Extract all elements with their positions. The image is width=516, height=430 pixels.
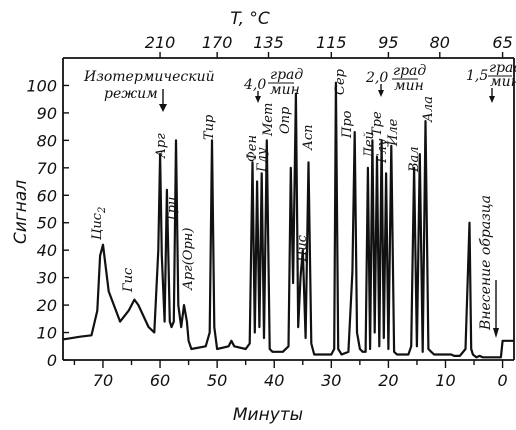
rate-unit-den-3: мин [490, 74, 516, 90]
rate-unit-num-1: град [270, 67, 303, 83]
annotations: Изотермический режим 4,0 град мин 2,0 гр… [83, 60, 516, 338]
peak-label-met: Мет [261, 103, 276, 137]
rate-unit-den-1: мин [270, 82, 300, 98]
rate-label-2: 2,0 [365, 70, 388, 86]
y-tick-label: 80 [37, 131, 57, 150]
x-tick-label: 0 [497, 371, 507, 390]
x-tick-label: 50 [207, 371, 227, 390]
rate-unit-den-2: мин [394, 78, 424, 94]
peak-label-trp: Три [165, 197, 180, 222]
top-tick-label: 80 [430, 33, 450, 52]
peak-label-cys2: Цис2 [90, 207, 108, 240]
rate-arrow-3-icon [489, 88, 495, 103]
y-axis-ticks: 0 10 20 30 40 50 60 70 80 90 100 [26, 76, 69, 370]
y-tick-label: 100 [26, 76, 57, 95]
peak-labels: Цис2 Гис Арг Три Арг(Орн) Тир Фен Глу Ме… [90, 68, 436, 293]
peak-label-opr: Опр [278, 106, 293, 134]
peak-label-thr: Тре [370, 111, 385, 136]
injection-label: Внесение образца [478, 195, 494, 331]
peak-label-pro: Про [340, 110, 355, 139]
y-tick-label: 0 [47, 351, 57, 370]
y-tick-label: 40 [37, 241, 57, 260]
peak-label-cys: Цис [295, 234, 310, 262]
rate-label-3: 1,5 [466, 68, 488, 84]
top-axis-title: T, °C [230, 9, 270, 29]
peak-label-glu2: Глу [375, 138, 390, 164]
y-tick-label: 30 [37, 269, 57, 288]
x-axis-ticks: 70 60 50 40 30 20 10 0 [73, 360, 508, 390]
peak-label-his: Гис [121, 267, 136, 293]
x-tick-label: 10 [435, 371, 455, 390]
rate-arrow-1-icon [255, 91, 261, 103]
y-tick-label: 10 [37, 324, 57, 343]
peak-label-arg-orn: Арг(Орн) [181, 228, 196, 291]
top-tick-label: 210 [145, 33, 176, 52]
y-tick-label: 20 [37, 296, 57, 315]
top-tick-label: 65 [492, 33, 512, 52]
rate-unit-num-2: град [393, 63, 426, 79]
top-tick-label: 95 [378, 33, 398, 52]
injection-arrow-icon [493, 280, 499, 338]
isothermal-label-line1: Изотермический [83, 69, 215, 85]
peak-label-glu: Глу [255, 147, 270, 173]
x-tick-label: 30 [321, 371, 341, 390]
x-tick-label: 40 [264, 371, 284, 390]
top-tick-label: 135 [253, 33, 284, 52]
signal-trace [62, 81, 514, 359]
plot-frame [62, 57, 515, 361]
y-tick-label: 70 [37, 159, 57, 178]
x-tick-label: 20 [378, 371, 398, 390]
peak-label-asp: Асп [301, 125, 316, 152]
isothermal-label-line2: режим [104, 86, 158, 102]
peak-label-ala: Ала [421, 96, 436, 123]
y-tick-label: 90 [37, 104, 57, 123]
x-tick-label: 70 [93, 371, 113, 390]
y-axis-title: Сигнал [11, 180, 31, 244]
top-tick-label: 170 [202, 33, 233, 52]
rate-arrow-2-icon [378, 84, 384, 97]
peak-label-val: Вал [407, 146, 422, 173]
peak-label-ser: Сер [333, 68, 348, 95]
peak-label-arg: Арг [154, 133, 169, 159]
top-axis-ticks: 210 170 135 115 95 80 65 [145, 33, 513, 58]
top-tick-label: 115 [316, 33, 347, 52]
isothermal-arrow-icon [159, 89, 167, 112]
peak-label-ile: Иле [386, 118, 401, 147]
y-tick-label: 60 [37, 186, 57, 205]
peak-label-tyr: Тир [202, 114, 217, 140]
x-axis-title: Минуты [233, 405, 303, 425]
y-tick-label: 50 [37, 214, 57, 233]
rate-label-1: 4,0 [243, 77, 266, 93]
peak-label-phe: Фен [245, 135, 260, 162]
x-tick-label: 60 [150, 371, 170, 390]
rate-unit-num-3: град [489, 60, 516, 76]
peak-label-leu: Лей [362, 131, 377, 159]
